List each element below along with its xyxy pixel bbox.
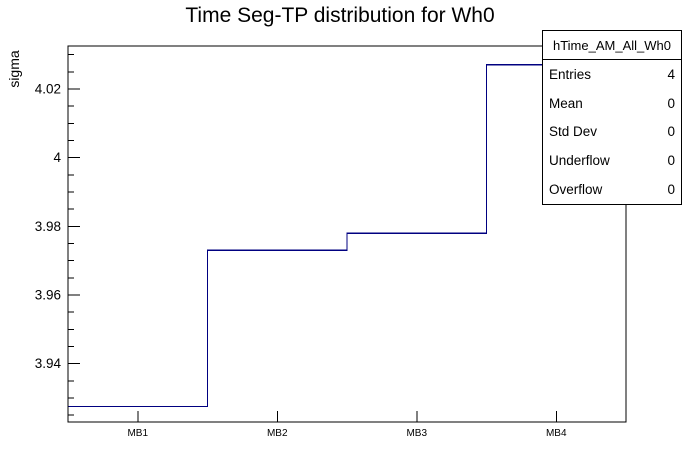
y-tick-label: 3.94 (35, 356, 62, 371)
chart-title: Time Seg-TP distribution for Wh0 (185, 4, 495, 27)
stats-row-label: Underflow (549, 153, 610, 169)
stats-row-value: 0 (667, 95, 675, 111)
x-tick-label: MB2 (267, 428, 288, 439)
y-tick-label: 4 (53, 150, 61, 165)
stats-box: hTime_AM_All_Wh0 Entries 4 Mean 0 Std De… (542, 30, 682, 205)
stats-row-value: 0 (667, 182, 675, 198)
stats-row-value: 0 (667, 153, 675, 169)
stats-row-value: 0 (667, 124, 675, 140)
plot-frame (67, 45, 627, 423)
y-tick-label: 3.98 (35, 219, 61, 234)
stats-row: Mean 0 (543, 89, 681, 118)
stats-row: Entries 4 (543, 60, 681, 89)
stats-row: Std Dev 0 (543, 118, 681, 147)
stats-row-label: Std Dev (549, 124, 598, 140)
y-tick-label: 4.02 (35, 81, 61, 96)
stats-row: Overflow 0 (543, 175, 681, 204)
stats-row-label: Overflow (549, 182, 603, 198)
stats-row-label: Entries (549, 66, 592, 82)
x-tick-label: MB4 (546, 428, 567, 439)
x-tick-label: MB3 (406, 428, 427, 439)
stats-row-value: 4 (667, 66, 675, 82)
x-tick-label: MB1 (127, 428, 148, 439)
stats-box-title: hTime_AM_All_Wh0 (543, 31, 681, 60)
stats-row: Underflow 0 (543, 146, 681, 175)
stats-row-label: Mean (549, 95, 583, 111)
y-tick-label: 3.96 (35, 287, 61, 302)
